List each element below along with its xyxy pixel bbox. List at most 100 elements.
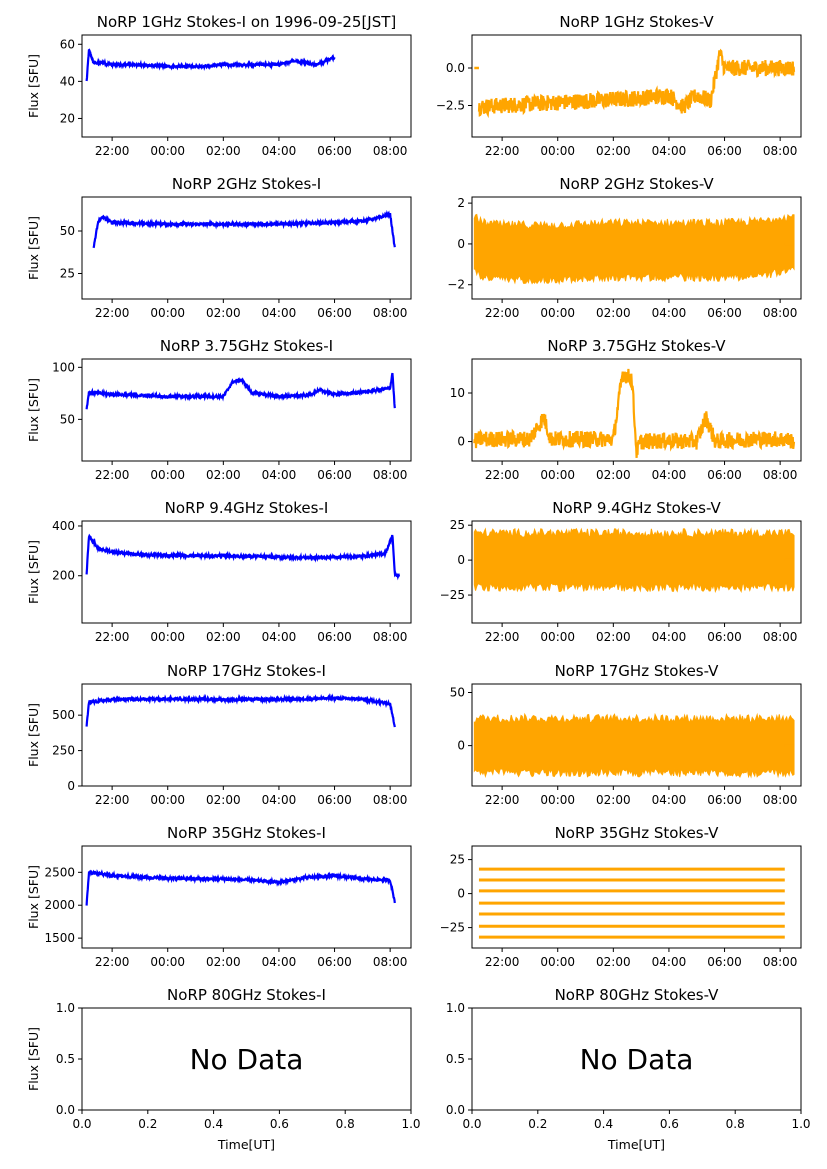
x-tick-label: 08:00 — [373, 955, 408, 969]
y-tick-label: 0 — [67, 779, 75, 793]
x-tick-label: 02:00 — [596, 955, 631, 969]
x-tick-label: 02:00 — [596, 793, 631, 807]
x-axis-label: Time[UT] — [217, 1137, 275, 1152]
axes-frame — [81, 34, 412, 138]
x-tick-label: 22:00 — [485, 306, 520, 320]
panel-p2v: NoRP 2GHz Stokes-V 2 0 −2 22:00 00:00 02:00 04:… — [447, 175, 802, 320]
y-tick-label: −25 — [440, 588, 465, 602]
x-tick-label: 08:00 — [763, 306, 798, 320]
y-tick-label: 1.0 — [56, 1001, 75, 1015]
x-tick-label: 04:00 — [652, 144, 687, 158]
axes-frame — [471, 196, 802, 300]
series-line — [85, 372, 396, 410]
x-tick-label: 1.0 — [791, 1117, 810, 1131]
axes-frame — [81, 196, 412, 300]
series-line — [85, 692, 396, 728]
y-tick-label: 1500 — [44, 931, 75, 945]
y-tick-label: 50 — [60, 224, 75, 238]
plot-area — [92, 209, 396, 249]
x-tick-label: 00:00 — [540, 144, 575, 158]
no-data-label: No Data — [580, 1043, 694, 1076]
y-tick-label: 2500 — [44, 865, 75, 879]
y-tick-label: 500 — [52, 708, 75, 722]
x-tick-label: 0.2 — [528, 1117, 547, 1131]
panel-p5i: NoRP 17GHz Stokes-I Flux [SFU] 0 250 500 22:0… — [26, 662, 412, 807]
y-tick-label: 100 — [52, 360, 75, 374]
axes-frame — [471, 683, 802, 787]
x-tick-label: 0.4 — [594, 1117, 613, 1131]
x-tick-label: 06:00 — [317, 468, 352, 482]
plot-area — [85, 533, 401, 581]
x-tick-label: 0.8 — [336, 1117, 355, 1131]
x-tick-label: 08:00 — [763, 630, 798, 644]
y-tick-label: 0 — [457, 553, 465, 567]
y-tick-label: 1.0 — [446, 1001, 465, 1015]
x-tick-label: 22:00 — [485, 955, 520, 969]
series-line — [92, 209, 396, 249]
y-tick-label: 0.0 — [446, 61, 465, 75]
x-tick-label: 02:00 — [596, 306, 631, 320]
panel-p3v: NoRP 3.75GHz Stokes-V 10 0 22:00 00:00 02:00 0… — [450, 337, 802, 482]
y-tick-label: 2000 — [44, 898, 75, 912]
panel-p6v: NoRP 35GHz Stokes-V 25 0 −25 22:00 00:00 02:00… — [440, 824, 802, 969]
x-axis-label: Time[UT] — [607, 1137, 665, 1152]
x-tick-label: 02:00 — [206, 144, 241, 158]
y-tick-label: 2 — [457, 196, 465, 210]
x-tick-label: 04:00 — [262, 793, 297, 807]
series-line — [477, 48, 796, 119]
panel-title: NoRP 3.75GHz Stokes-V — [547, 337, 726, 355]
panel-title: NoRP 1GHz Stokes-V — [559, 13, 714, 31]
x-tick-label: 08:00 — [373, 468, 408, 482]
y-axis-label: Flux [SFU] — [26, 378, 41, 442]
panel-title: NoRP 35GHz Stokes-I — [167, 824, 326, 842]
panel-title: NoRP 35GHz Stokes-V — [555, 824, 720, 842]
y-tick-label: 250 — [52, 744, 75, 758]
axes-frame — [471, 34, 802, 138]
x-tick-label: 04:00 — [652, 955, 687, 969]
x-tick-label: 22:00 — [95, 306, 130, 320]
axes-frame — [81, 683, 412, 787]
x-tick-label: 04:00 — [652, 793, 687, 807]
panel-p3i: NoRP 3.75GHz Stokes-I Flux [SFU] 50 100 22:0… — [26, 337, 412, 482]
x-tick-label: 00:00 — [540, 630, 575, 644]
x-tick-label: 0.4 — [204, 1117, 223, 1131]
y-tick-label: 60 — [60, 37, 75, 51]
x-tick-label: 00:00 — [150, 468, 185, 482]
x-tick-label: 00:00 — [540, 793, 575, 807]
plot-area — [473, 712, 795, 779]
y-axis-label: Flux [SFU] — [26, 1027, 41, 1091]
y-tick-label: −2 — [447, 278, 465, 292]
series-band — [473, 712, 795, 779]
panel-title: NoRP 2GHz Stokes-I — [172, 175, 321, 193]
x-tick-label: 22:00 — [485, 793, 520, 807]
y-tick-label: 0 — [457, 237, 465, 251]
x-tick-label: 22:00 — [95, 793, 130, 807]
x-tick-label: 22:00 — [95, 630, 130, 644]
panel-title: NoRP 1GHz Stokes-I on 1996-09-25[JST] — [97, 13, 397, 31]
plot-area — [85, 869, 396, 906]
x-tick-label: 00:00 — [150, 144, 185, 158]
panel-title: NoRP 3.75GHz Stokes-I — [160, 337, 333, 355]
plot-area — [473, 527, 795, 593]
y-tick-label: 0.5 — [56, 1052, 75, 1066]
x-tick-label: 06:00 — [317, 955, 352, 969]
x-tick-label: 00:00 — [150, 630, 185, 644]
series-line — [85, 48, 336, 82]
y-tick-label: 10 — [450, 386, 465, 400]
y-tick-label: 0 — [457, 887, 465, 901]
y-tick-label: 25 — [60, 267, 75, 281]
axes-frame — [81, 845, 412, 949]
y-tick-label: 400 — [52, 519, 75, 533]
x-tick-label: 22:00 — [485, 468, 520, 482]
y-axis-label: Flux [SFU] — [26, 54, 41, 118]
axes-frame — [471, 845, 802, 949]
plot-area — [473, 368, 796, 458]
y-tick-label: 0 — [457, 739, 465, 753]
panel-p5v: NoRP 17GHz Stokes-V 50 0 22:00 00:00 02:00 04:… — [450, 662, 802, 807]
y-tick-label: −2.5 — [436, 99, 465, 113]
panel-p1i: NoRP 1GHz Stokes-I on 1996-09-25[JST] Flu… — [26, 13, 412, 158]
y-tick-label: 0.0 — [446, 1103, 465, 1117]
x-tick-label: 22:00 — [485, 144, 520, 158]
y-tick-label: 25 — [450, 853, 465, 867]
